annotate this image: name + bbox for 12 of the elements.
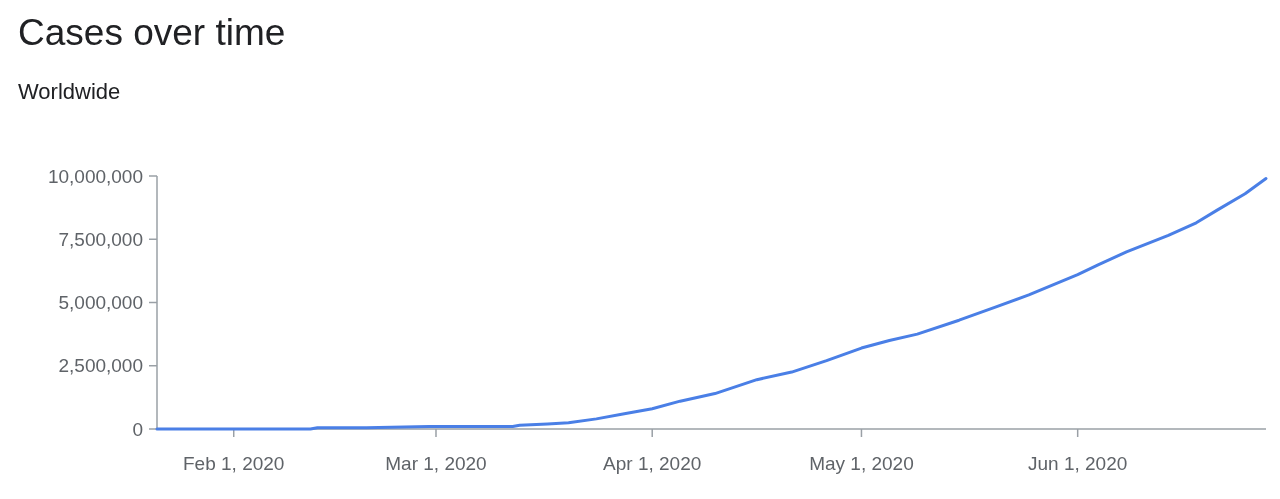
y-tick-label: 5,000,000 [58, 292, 143, 314]
chart-subtitle: Worldwide [18, 79, 121, 104]
x-tick-label: Apr 1, 2020 [603, 453, 702, 474]
y-tick-label: 2,500,000 [58, 355, 143, 377]
y-tick-label: 0 [132, 418, 143, 440]
x-tick-label: Feb 1, 2020 [183, 453, 285, 474]
x-tick-label: May 1, 2020 [809, 453, 914, 474]
y-tick-label: 10,000,000 [47, 165, 143, 187]
x-tick-label: Jun 1, 2020 [1028, 453, 1128, 474]
chart-title: Cases over time [18, 12, 286, 53]
x-tick-label: Mar 1, 2020 [385, 453, 487, 474]
y-tick-label: 7,500,000 [58, 228, 143, 250]
